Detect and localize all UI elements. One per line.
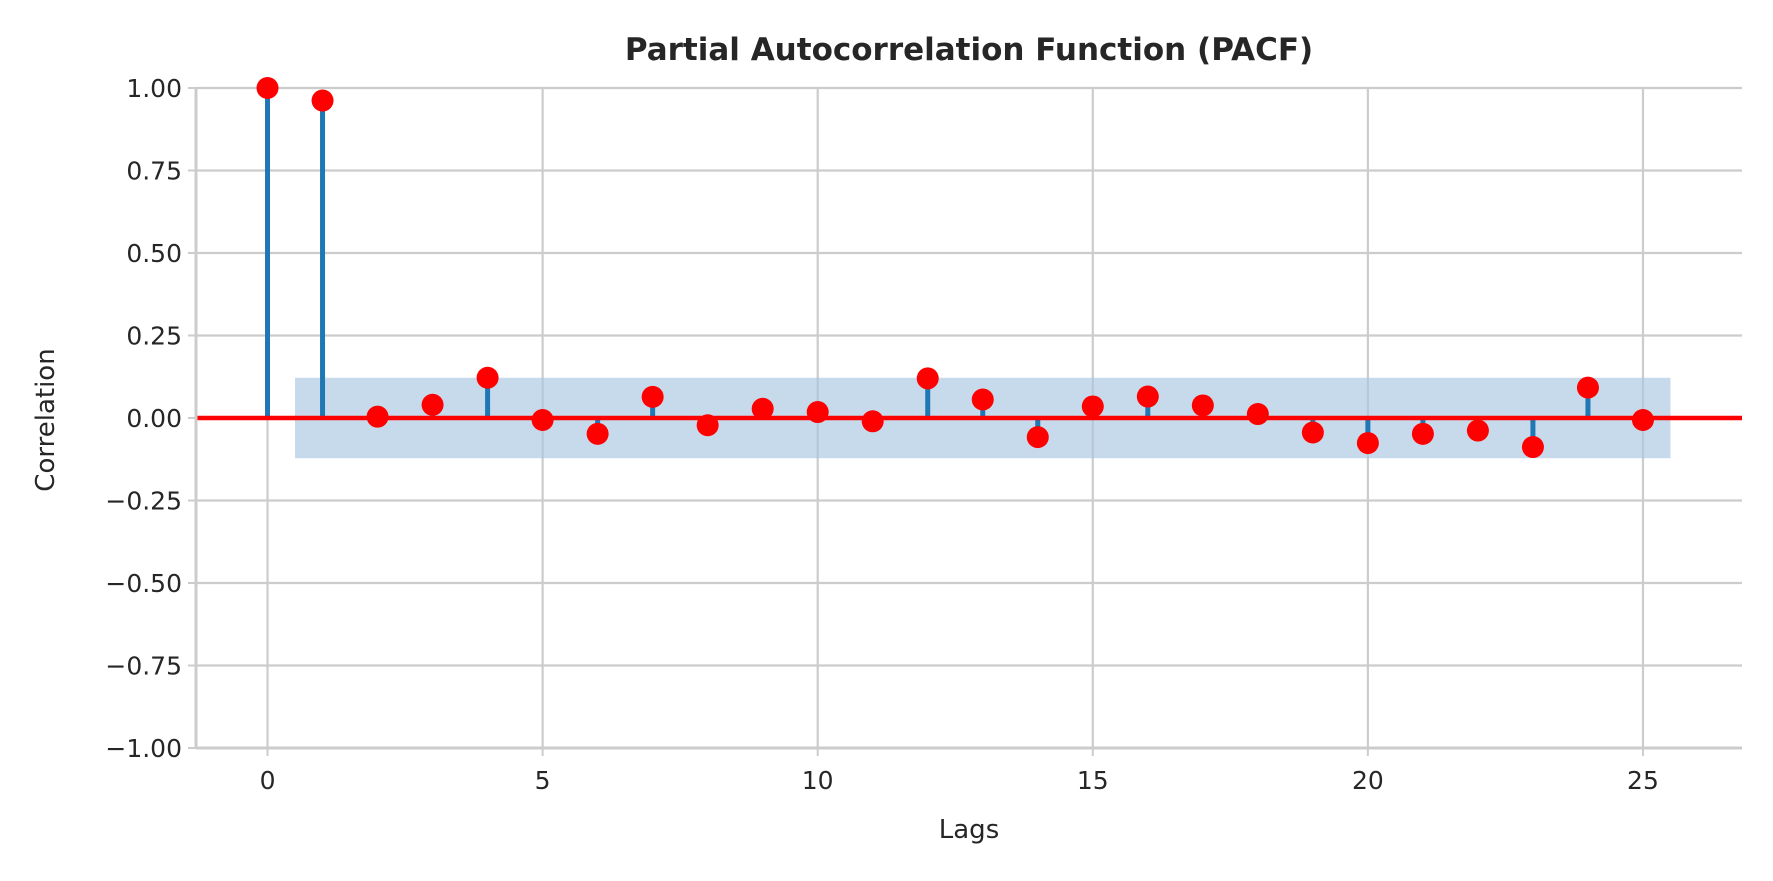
x-tick-label-0: 0 (260, 766, 276, 795)
marker-lag-2 (366, 405, 389, 428)
marker-lag-23 (1521, 436, 1544, 459)
marker-lag-10 (806, 401, 829, 424)
marker-lag-24 (1576, 376, 1599, 399)
marker-lag-8 (696, 414, 719, 437)
marker-lag-7 (641, 385, 664, 408)
marker-lag-0 (256, 77, 279, 99)
spine-layer (188, 87, 1742, 756)
y-tick-label-6: −0.50 (105, 569, 182, 598)
x-tick-label-4: 20 (1352, 766, 1384, 795)
x-tick-label-5: 25 (1627, 766, 1659, 795)
y-tick-label-4: 0.00 (126, 404, 182, 433)
y-tick-label-8: −1.00 (105, 734, 182, 763)
tick-label-layer: 1.00 0.75 0.50 0.25 0.00 −0.25 −0.50 −0.75 −1.00… (105, 74, 1658, 795)
marker-lag-5 (531, 408, 554, 431)
y-tick-label-0: 1.00 (126, 74, 182, 103)
marker-lag-6 (586, 422, 609, 445)
y-tick-label-7: −0.75 (105, 652, 182, 681)
y-tick-label-1: 0.75 (126, 157, 182, 186)
marker-lag-9 (751, 397, 774, 420)
marker-lag-19 (1301, 421, 1324, 444)
marker-lag-22 (1466, 419, 1489, 442)
y-axis-label: Correlation (31, 348, 61, 491)
marker-lag-17 (1191, 394, 1214, 417)
marker-lag-13 (971, 388, 994, 411)
marker-lag-15 (1081, 395, 1104, 418)
chart-title: Partial Autocorrelation Function (PACF) (625, 32, 1313, 68)
y-tick-label-5: −0.25 (105, 487, 182, 516)
marker-lag-18 (1246, 403, 1269, 426)
marker-lag-3 (421, 393, 444, 416)
x-axis-label: Lags (939, 815, 999, 845)
marker-lag-4 (476, 366, 499, 389)
marker-lag-12 (916, 367, 939, 390)
marker-lag-21 (1411, 422, 1434, 445)
x-tick-label-1: 5 (535, 766, 551, 795)
y-tick-label-3: 0.25 (126, 322, 182, 351)
marker-lag-14 (1026, 426, 1049, 449)
x-tick-label-2: 10 (802, 766, 834, 795)
marker-layer (256, 77, 1654, 459)
marker-lag-16 (1136, 385, 1159, 408)
x-tick-label-3: 15 (1077, 766, 1109, 795)
y-tick-label-2: 0.50 (126, 239, 182, 268)
marker-lag-1 (311, 89, 334, 112)
marker-lag-25 (1631, 408, 1654, 431)
marker-lag-20 (1356, 432, 1379, 455)
marker-lag-11 (861, 410, 884, 433)
